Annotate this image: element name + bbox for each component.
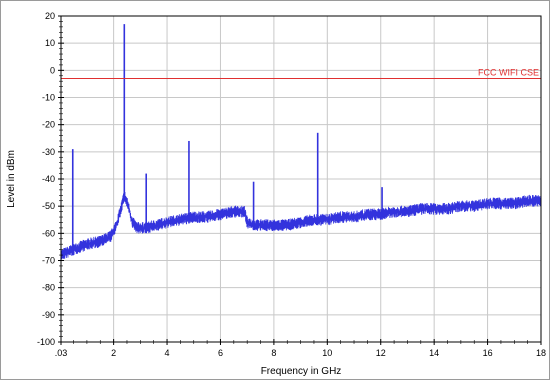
grid [60,15,542,343]
x-tick-label: 4 [165,348,170,358]
x-tick-label: 2 [111,348,116,358]
y-tick-label: -60 [42,228,55,238]
y-tick-label: -20 [42,120,55,130]
x-tick-label: .03 [55,348,68,358]
spectrum-trace [60,24,542,261]
y-tick-label: -30 [42,147,55,157]
y-tick-label: 0 [50,65,55,75]
y-tick-label: 10 [45,38,55,48]
y-tick-label: -40 [42,174,55,184]
y-tick-label: -100 [37,337,55,347]
y-axis-title: Level in dBm [6,150,17,208]
y-tick-label: 20 [45,11,55,21]
y-tick-label: -50 [42,201,55,211]
x-tick-label: 12 [376,348,386,358]
x-tick-label: 14 [429,348,439,358]
x-tick-label: 8 [271,348,276,358]
x-tick-label: 10 [322,348,332,358]
y-tick-label: -80 [42,283,55,293]
y-tick-label: -10 [42,93,55,103]
x-axis-title: Frequency in GHz [261,366,342,377]
x-tick-label: 6 [218,348,223,358]
x-tick-label: 16 [483,348,493,358]
axis-ticks: 20 10 0 -10 -20 -30 -40 -50 -60 -70 -80 -90 -100.03 2… [37,11,546,358]
limit-line-group: FCC WIFI CSE [61,67,541,79]
y-tick-label: -70 [42,256,55,266]
x-tick-label: 18 [536,348,546,358]
noise-floor-trace [60,191,542,261]
limit-line-label: FCC WIFI CSE [478,67,539,77]
y-tick-label: -90 [42,310,55,320]
